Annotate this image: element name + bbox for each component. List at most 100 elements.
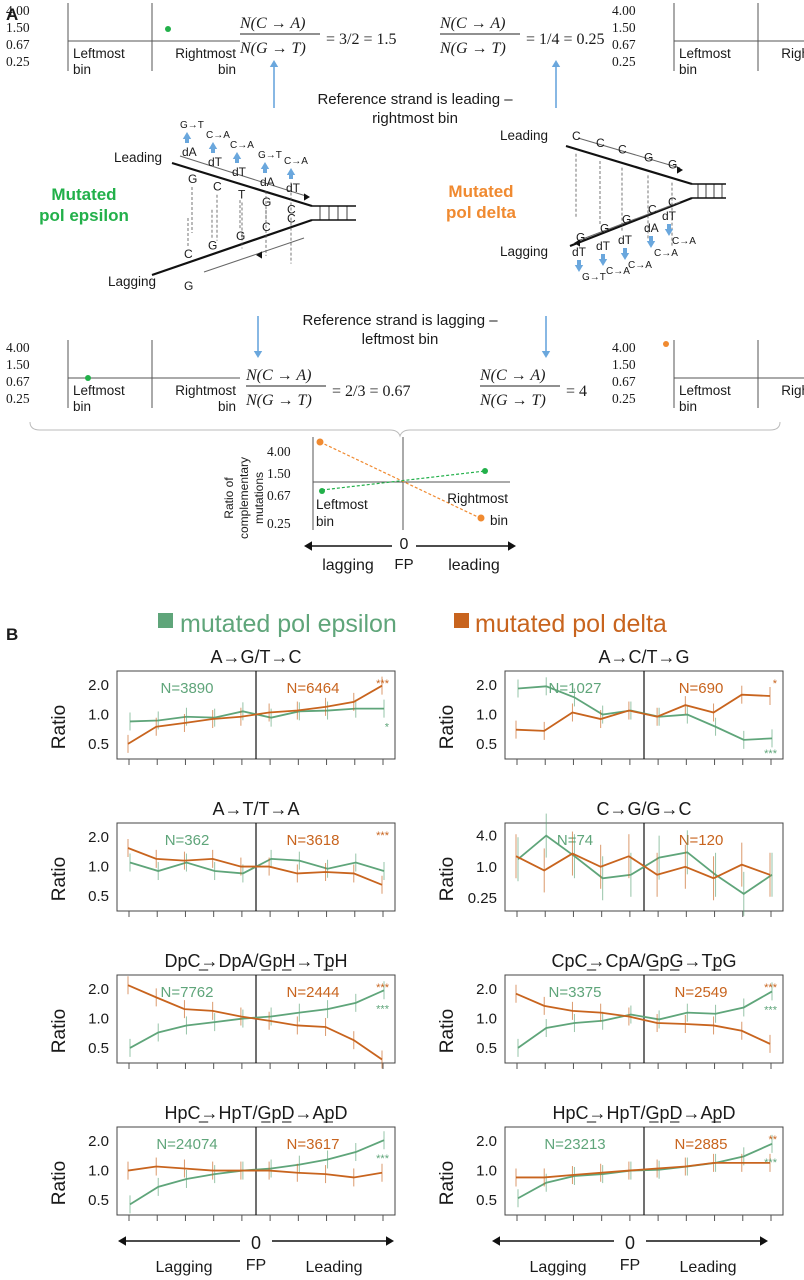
y-tick-label: 2.0 [476, 981, 497, 998]
tick-label: 0.67 [612, 37, 636, 52]
tick-label: 1.50 [612, 20, 636, 35]
y-tick-label: 1.0 [476, 1011, 497, 1028]
denominator: N(G → T) [245, 392, 312, 409]
series-epsilon-line [517, 990, 773, 1049]
chart-7: HpC→HpT/GpD→ApD Ratio 2.0 1.0 0.5 N=24074 N=36… [49, 1103, 396, 1221]
nucleotide-label: dT [232, 165, 247, 179]
series-delta-line [515, 693, 771, 732]
series-delta-line [515, 852, 771, 880]
epsilon-dot [482, 468, 488, 474]
base: G [622, 213, 631, 227]
y-axis-label: Ratio [49, 705, 70, 749]
series-delta-line [127, 984, 383, 1061]
y-axis-label: Ratio [437, 857, 458, 901]
fp-label: FP [620, 1257, 640, 1274]
chart-title: A→C/T→G [598, 647, 689, 667]
mutation-label: C→A [628, 260, 652, 271]
epsilon-trend [321, 470, 486, 491]
y-tick-label: 0.25 [468, 890, 497, 907]
zero-label: 0 [400, 536, 409, 553]
y-tick-label: 1.0 [476, 859, 497, 876]
n-delta-label: N=2549 [675, 984, 728, 1001]
series-epsilon-line [129, 989, 385, 1049]
y-tick-label: 2.0 [88, 829, 109, 846]
equation-top-left: N(C → A) N(G → T) = 3/2 = 1.5 [239, 15, 397, 57]
data-dot [85, 375, 91, 381]
y-axis-label: Ratio [49, 1161, 70, 1205]
chart-title: DpC→DpA/GpH→TpH [164, 951, 347, 971]
arrow-right-icon [508, 541, 516, 551]
strand-arrow [574, 239, 580, 247]
leading-label: Leading [114, 150, 162, 165]
chart-8: HpC→HpT/GpD→ApD Ratio 2.0 1.0 0.5 N=23213 N=28… [437, 1103, 784, 1221]
arrow-left-icon [492, 1236, 500, 1246]
mutation-arrow-shaft [211, 148, 215, 153]
y-tick-label: 2.0 [88, 981, 109, 998]
panel-b-label: B [6, 625, 18, 644]
base: T [238, 187, 246, 201]
tick-label: 1.50 [6, 20, 30, 35]
brace [29, 421, 781, 438]
arrow-up [269, 60, 279, 67]
mutation-label: G→T [258, 150, 282, 161]
mutated-pol-epsilon-label: Mutated [51, 185, 116, 204]
arrow-down [253, 351, 263, 358]
leftmost-label: Leftmost [73, 46, 125, 61]
ref-lagging-text: leftmost bin [362, 331, 439, 348]
y-tick-label: 1.0 [88, 1011, 109, 1028]
tick-label: 1.50 [6, 357, 30, 372]
equation-result: = 1/4 = 0.25 [526, 31, 605, 48]
y-axis-label: Ratio [437, 705, 458, 749]
rightmost-label: Rightmost [175, 46, 236, 61]
base: G [188, 172, 197, 186]
chart-4: C→G/G→C Ratio 4.0 1.0 0.25 N=74 N=120 [437, 799, 784, 917]
numerator: N(C → A) [239, 15, 305, 32]
y-tick-label: 0.5 [476, 1192, 497, 1209]
ref-leading-text: rightmost bin [372, 110, 458, 127]
arrow-left-icon [304, 541, 312, 551]
lagging-text: Lagging [530, 1259, 587, 1276]
mutation-label: C→A [672, 236, 696, 247]
significance-epsilon: *** [764, 748, 778, 760]
y-axis-label: Ratio [49, 857, 70, 901]
mutation-arrow-icon [232, 152, 242, 159]
nucleotide-label: dT [596, 239, 611, 253]
arrow-up [551, 60, 561, 67]
chart-title: A→G/T→C [210, 647, 301, 667]
chart-title: C→G/G→C [596, 799, 691, 819]
base: C [287, 203, 296, 217]
significance-epsilon: *** [376, 1003, 390, 1015]
y-tick-label: 2.0 [88, 1133, 109, 1150]
leftmost-label: Leftmost [73, 383, 125, 398]
tick-label: 4.00 [612, 3, 636, 18]
mutation-arrow-shaft [667, 224, 671, 229]
tick-label: 0.25 [612, 54, 636, 69]
epsilon-dot [319, 488, 325, 494]
leading-text: Leading [680, 1259, 737, 1276]
y-axis-label: Ratio [437, 1009, 458, 1053]
y-tick-label: 1.0 [476, 707, 497, 724]
fp-label: FP [246, 1257, 266, 1274]
zero-label: 0 [251, 1233, 261, 1253]
mutation-arrow-shaft [289, 174, 293, 179]
lagging-label: Lagging [500, 244, 548, 259]
arrow-down [541, 351, 551, 358]
n-epsilon-label: N=7762 [161, 984, 214, 1001]
bin-label: bin [73, 62, 91, 77]
bin-label: bin [679, 62, 697, 77]
numerator: N(C → A) [245, 367, 311, 384]
lagging-text: Lagging [156, 1259, 213, 1276]
y-tick-label: 0.5 [88, 1192, 109, 1209]
y-tick-label: 0.5 [476, 736, 497, 753]
y-tick-label: 4.0 [476, 828, 497, 845]
mutation-arrow-icon [598, 259, 608, 266]
rightmost-label: Rightmost [175, 383, 236, 398]
n-delta-label: N=2444 [287, 984, 340, 1001]
mutation-arrow-icon [664, 229, 674, 236]
mutated-pol-delta-label: Mutated [448, 182, 513, 201]
